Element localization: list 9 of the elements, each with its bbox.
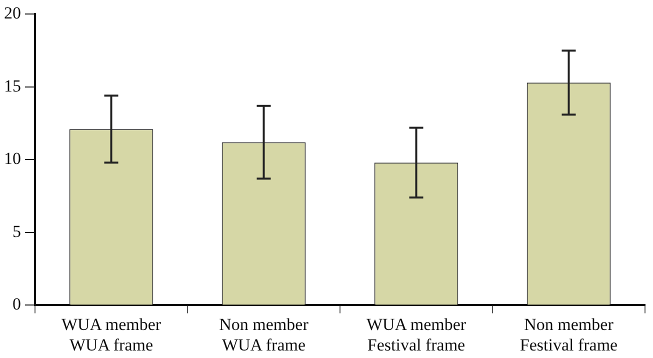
- x-tick-label: WUA member Festival frame: [366, 314, 466, 354]
- y-tick-label: 0: [12, 294, 21, 314]
- y-tick-label: 5: [12, 222, 21, 241]
- x-tick-label: Non member WUA frame: [219, 314, 309, 354]
- y-tick-label: 15: [4, 76, 21, 96]
- x-tick-label: WUA member WUA frame: [61, 314, 162, 354]
- y-tick-label: 10: [4, 149, 21, 168]
- x-tick-label: Non member Festival frame: [520, 314, 618, 354]
- y-tick-label: 20: [4, 4, 21, 23]
